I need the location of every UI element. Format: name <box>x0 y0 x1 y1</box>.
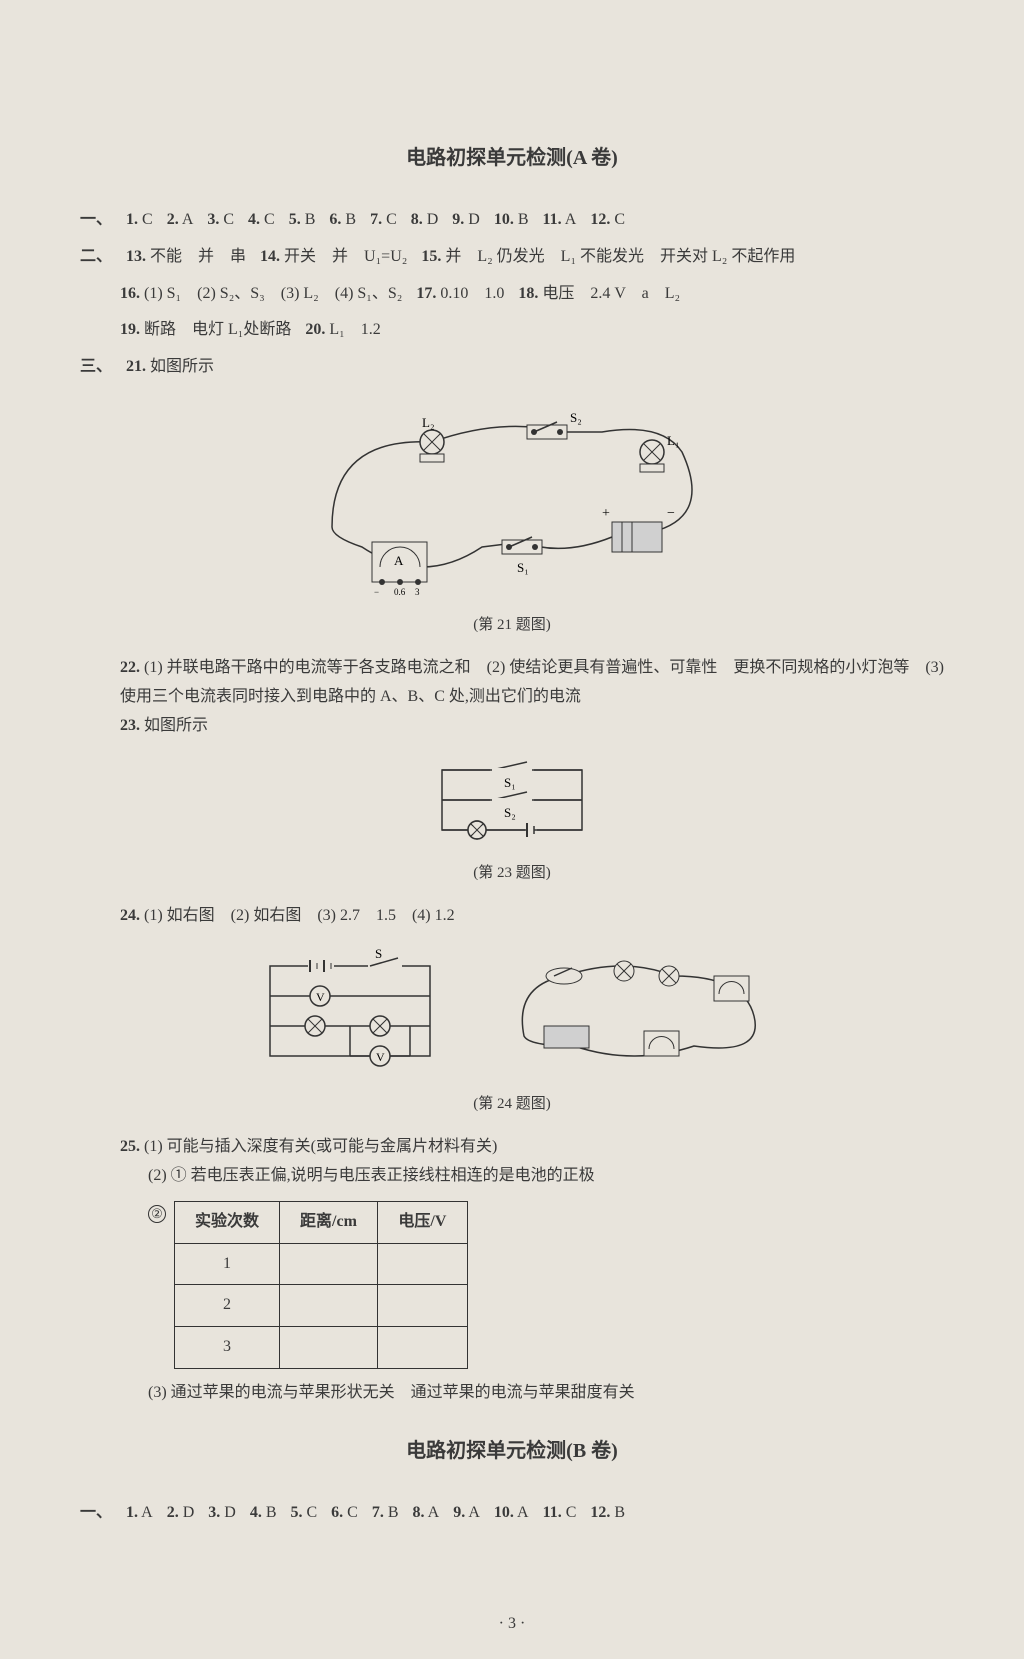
svg-text:+: + <box>602 506 610 521</box>
svg-text:−: − <box>667 506 675 521</box>
circuit-fig24-right-svg <box>494 946 774 1076</box>
svg-text:V: V <box>316 990 325 1004</box>
section-a-title: 电路初探单元检测(A 卷) <box>80 140 944 176</box>
answer-item: 4. B <box>250 1499 277 1528</box>
svg-text:L₁: L₁ <box>667 433 679 448</box>
figure-24-caption: (第 24 题图) <box>80 1091 944 1118</box>
answer-item: 11. C <box>543 1499 577 1528</box>
section-b-part1: 一、 1. A 2. D 3. D 4. B 5. C 6. C 7. B 8.… <box>80 1499 944 1528</box>
table-row: 1 <box>175 1243 468 1285</box>
answer-item: 1. A <box>126 1499 153 1528</box>
q18: 18. 电压 2.4 V a L₂ <box>518 280 680 309</box>
q20: 20. L₁ 1.2 <box>305 316 380 345</box>
q16: 16. (1) S₁ (2) S₂、S₃ (3) L₂ (4) S₁、S₂ <box>120 280 402 309</box>
figure-24: S V <box>80 946 944 1076</box>
circuit-fig23-svg: S₁ S₂ <box>422 755 602 845</box>
part-label: 三、 <box>80 353 112 382</box>
answer-item: 7. B <box>372 1499 399 1528</box>
table-row: 2 <box>175 1285 468 1327</box>
svg-text:S₁: S₁ <box>504 775 516 790</box>
part-label: 二、 <box>80 243 112 272</box>
section-a-part1: 一、 1. C 2. A 3. C 4. C 5. B 6. B 7. C 8.… <box>80 206 944 235</box>
answer-item: 6. C <box>331 1499 358 1528</box>
figure-23-caption: (第 23 题图) <box>80 860 944 887</box>
circuit-fig21-svg: L₂ S₂ L₁ + − S₁ A − 0.6 3 <box>302 397 722 597</box>
part-label: 一、 <box>80 1499 112 1528</box>
answer-item: 2. A <box>167 206 194 235</box>
svg-text:−: − <box>374 587 379 597</box>
section-a-part3: 三、 21. 如图所示 <box>80 353 944 382</box>
section-b-title: 电路初探单元检测(B 卷) <box>80 1433 944 1469</box>
svg-text:0.6: 0.6 <box>394 587 406 597</box>
q19: 19. 断路 电灯 L₁处断路 <box>120 316 291 345</box>
section-a-part2-line1: 二、 13. 不能 并 串 14. 开关 并 U₁=U₂ 15. 并 L₂ 仍发… <box>80 243 944 272</box>
svg-text:V: V <box>376 1050 385 1064</box>
q22: 22. (1) 并联电路干路中的电流等于各支路电流之和 (2) 使结论更具有普遍… <box>120 654 944 712</box>
table-header: 电压/V <box>377 1201 467 1243</box>
answer-item: 3. D <box>208 1499 236 1528</box>
figure-21: L₂ S₂ L₁ + − S₁ A − 0.6 3 <box>80 397 944 597</box>
answer-item: 11. A <box>543 206 577 235</box>
section-a-part2-line3: 19. 断路 电灯 L₁处断路 20. L₁ 1.2 <box>120 316 944 345</box>
answer-item: 10. B <box>494 206 529 235</box>
q15: 15. 并 L₂ 仍发光 L₁ 不能发光 开关对 L₂ 不起作用 <box>421 243 795 272</box>
q13: 13. 不能 并 串 <box>126 243 246 272</box>
table-row: 3 <box>175 1327 468 1369</box>
section-a-part2-line2: 16. (1) S₁ (2) S₂、S₃ (3) L₂ (4) S₁、S₂ 17… <box>120 280 944 309</box>
table-header: 距离/cm <box>280 1201 378 1243</box>
circuit-fig24-left-svg: S V <box>250 946 450 1076</box>
q17: 17. 0.10 1.0 <box>416 280 504 309</box>
answer-item: 12. C <box>590 206 625 235</box>
svg-text:S₂: S₂ <box>570 410 582 425</box>
table-q25: 实验次数 距离/cm 电压/V 1 2 3 <box>174 1201 468 1369</box>
svg-text:S: S <box>375 946 382 961</box>
svg-text:3: 3 <box>415 587 420 597</box>
answer-item: 5. C <box>291 1499 318 1528</box>
answer-item: 3. C <box>207 206 234 235</box>
answer-item: 10. A <box>494 1499 529 1528</box>
svg-text:S₁: S₁ <box>517 560 529 575</box>
answer-item: 7. C <box>370 206 397 235</box>
answer-item: 9. D <box>452 206 480 235</box>
table-header: 实验次数 <box>175 1201 280 1243</box>
answer-item: 4. C <box>248 206 275 235</box>
answer-item: 12. B <box>590 1499 625 1528</box>
q25: 25. (1) 可能与插入深度有关(或可能与金属片材料有关) (2) ① 若电压… <box>120 1133 944 1408</box>
svg-text:L₂: L₂ <box>422 415 434 430</box>
figure-21-caption: (第 21 题图) <box>80 612 944 639</box>
q14: 14. 开关 并 U₁=U₂ <box>260 243 407 272</box>
svg-text:A: A <box>394 553 404 568</box>
marker-circled-2: ② <box>148 1205 166 1223</box>
answer-item: 8. A <box>413 1499 440 1528</box>
answer-item: 9. A <box>453 1499 480 1528</box>
answer-item: 5. B <box>289 206 316 235</box>
q21: 21. 如图所示 <box>126 353 214 382</box>
q23: 23. 如图所示 <box>120 712 944 741</box>
part-label: 一、 <box>80 206 112 235</box>
answer-item: 1. C <box>126 206 153 235</box>
answer-item: 2. D <box>167 1499 195 1528</box>
svg-text:S₂: S₂ <box>504 805 516 820</box>
answer-item: 8. D <box>411 206 439 235</box>
figure-23: S₁ S₂ <box>80 755 944 845</box>
answer-item: 6. B <box>329 206 356 235</box>
page-number: · 3 · <box>0 1610 1024 1639</box>
q24: 24. (1) 如右图 (2) 如右图 (3) 2.7 1.5 (4) 1.2 <box>120 902 944 931</box>
